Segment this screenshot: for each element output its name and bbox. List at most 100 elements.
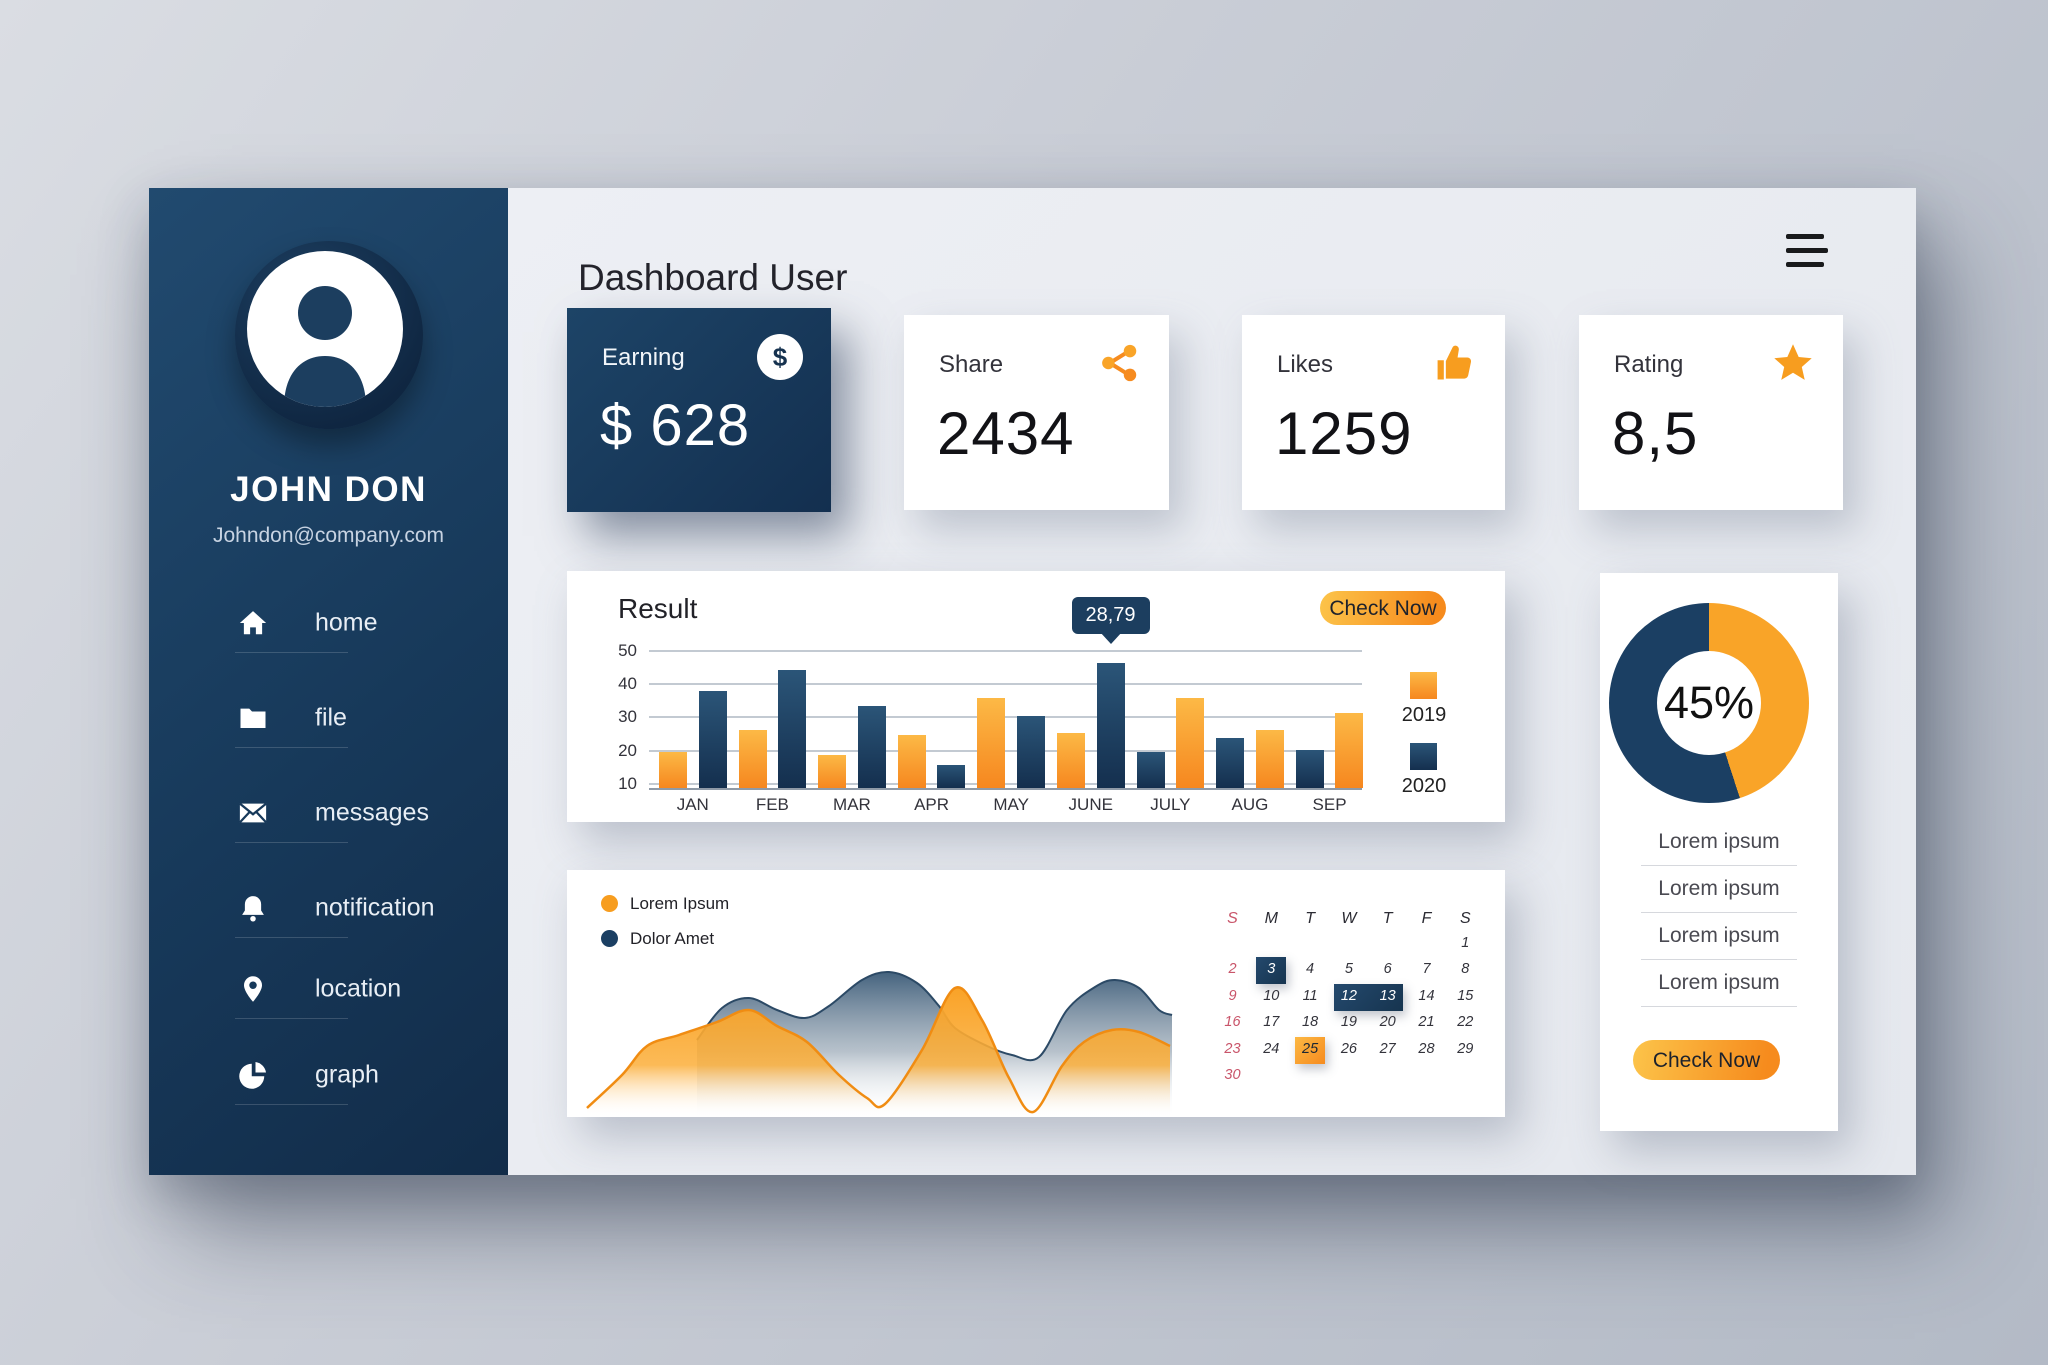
calendar-weekday-header: S <box>1227 910 1238 927</box>
calendar-day-19[interactable]: 19 <box>1340 1014 1357 1031</box>
bar-2019-feb[interactable] <box>738 729 767 788</box>
legend-label: Dolor Amet <box>630 929 715 948</box>
calendar-day-13[interactable]: 13 <box>1379 987 1396 1004</box>
sidebar-item-label: graph <box>315 1060 379 1089</box>
bar-2020-feb[interactable] <box>778 669 807 788</box>
legend-dot-navy <box>601 930 618 947</box>
calendar-day-28[interactable]: 28 <box>1418 1040 1435 1057</box>
stat-value: 1259 <box>1275 400 1413 467</box>
calendar-day-15[interactable]: 15 <box>1457 987 1474 1004</box>
sidebar-item-notification[interactable]: notification <box>149 873 508 943</box>
sidebar-item-label: location <box>315 974 402 1003</box>
dashboard-window: JOHN DON Johndon@company.com home file mes… <box>149 188 1916 1175</box>
calendar-day-4[interactable]: 4 <box>1306 961 1315 978</box>
bar-2019-sep[interactable] <box>1335 713 1364 788</box>
calendar-highlight-25 <box>1295 1036 1325 1064</box>
sidebar-item-label: notification <box>315 893 435 922</box>
month-label: MAY <box>993 795 1029 814</box>
stat-label: Likes <box>1277 351 1334 378</box>
list-divider <box>1641 865 1797 866</box>
check-now-button[interactable]: Check Now <box>1320 591 1446 625</box>
calendar-day-21[interactable]: 21 <box>1418 1014 1435 1031</box>
calendar-day-27[interactable]: 27 <box>1379 1040 1396 1057</box>
hamburger-menu-icon[interactable] <box>1786 234 1828 276</box>
avatar[interactable] <box>234 241 423 429</box>
gridline <box>649 783 1362 786</box>
sidebar-divider <box>235 842 348 843</box>
calendar-day-30[interactable]: 30 <box>1224 1067 1241 1083</box>
bar-2019-june[interactable] <box>1057 733 1085 788</box>
gridline <box>649 649 1362 652</box>
bar-2019-mar[interactable] <box>818 754 847 788</box>
calendar-day-1[interactable]: 1 <box>1461 935 1470 951</box>
calendar-day-9[interactable]: 9 <box>1228 987 1237 1004</box>
calendar-day-16[interactable]: 16 <box>1224 1014 1241 1031</box>
legend-swatch-2020 <box>1410 743 1437 770</box>
calendar-day-11[interactable]: 11 <box>1302 987 1318 1004</box>
bar-2020-sep[interactable] <box>1295 749 1324 788</box>
calendar-day-5[interactable]: 5 <box>1344 961 1353 978</box>
sidebar-item-location[interactable]: location <box>149 954 508 1024</box>
stat-card-likes[interactable]: Likes 1259 <box>1242 315 1505 510</box>
calendar-day-10[interactable]: 10 <box>1263 987 1280 1004</box>
calendar-day-12[interactable]: 12 <box>1340 987 1357 1004</box>
calendar-highlight-3 <box>1256 957 1287 985</box>
calendar-day-7[interactable]: 7 <box>1422 961 1431 978</box>
legend-dot-orange <box>601 895 618 912</box>
calendar-weekday-header: W <box>1341 910 1357 927</box>
user-name: JOHN DON <box>230 470 427 509</box>
calendar-day-14[interactable]: 14 <box>1418 987 1435 1004</box>
bar-2019-aug[interactable] <box>1255 729 1284 788</box>
sidebar-item-label: messages <box>315 798 429 827</box>
dollar-icon: $ <box>757 334 803 380</box>
calendar-day-17[interactable]: 17 <box>1263 1014 1280 1031</box>
bar-2019-july[interactable] <box>1176 698 1205 788</box>
list-item[interactable]: Lorem ipsum <box>1658 877 1780 900</box>
stat-card-share[interactable]: Share 2434 <box>904 315 1169 510</box>
gridline <box>649 716 1362 719</box>
bar-2019-apr[interactable] <box>897 734 926 788</box>
calendar-day-22[interactable]: 22 <box>1457 1014 1474 1031</box>
month-label: JUNE <box>1068 795 1113 814</box>
calendar-day-2[interactable]: 2 <box>1228 961 1237 978</box>
sidebar-menu: home file messages notification location grap… <box>149 188 508 1175</box>
list-item[interactable]: Lorem ipsum <box>1658 830 1780 853</box>
bar-2020-july[interactable] <box>1136 751 1165 788</box>
month-label: FEB <box>755 795 789 814</box>
calendar-day-24[interactable]: 24 <box>1263 1040 1280 1057</box>
calendar-day-3[interactable]: 3 <box>1267 961 1276 978</box>
calendar-day-8[interactable]: 8 <box>1461 961 1470 978</box>
check-now-button-2[interactable]: Check Now <box>1633 1040 1780 1080</box>
graph-icon <box>238 1060 268 1090</box>
stat-card-rating[interactable]: Rating 8,5 <box>1579 315 1843 510</box>
calendar-day-29[interactable]: 29 <box>1457 1040 1474 1057</box>
bar-2019-jan[interactable] <box>659 751 687 788</box>
y-axis-label: 10 <box>618 774 637 794</box>
bar-2020-apr[interactable] <box>937 764 966 788</box>
bar-2020-may[interactable] <box>1016 716 1045 788</box>
calendar-day-6[interactable]: 6 <box>1383 961 1392 978</box>
calendar-day-18[interactable]: 18 <box>1302 1014 1319 1031</box>
calendar-day-26[interactable]: 26 <box>1340 1040 1357 1057</box>
sidebar-item-home[interactable]: home <box>149 588 508 658</box>
list-item[interactable]: Lorem ipsum <box>1658 971 1780 994</box>
main-area: Dashboard User Earning $ $ 628 Share 2434 Lik… <box>508 188 1916 1175</box>
bar-2019-may[interactable] <box>977 698 1006 788</box>
calendar-day-20[interactable]: 20 <box>1379 1014 1396 1031</box>
sidebar-item-file[interactable]: file <box>149 683 508 753</box>
bar-2020-jan[interactable] <box>698 691 727 788</box>
y-axis-label: 50 <box>618 640 637 660</box>
bar-2020-june[interactable] <box>1096 662 1125 788</box>
bar-2020-aug[interactable] <box>1216 738 1245 788</box>
list-item[interactable]: Lorem ipsum <box>1658 924 1780 947</box>
calendar-weekday-header: F <box>1421 910 1432 927</box>
sidebar-divider <box>235 747 348 748</box>
sidebar-item-graph[interactable]: graph <box>149 1040 508 1110</box>
sidebar-item-messages[interactable]: messages <box>149 778 508 848</box>
area-chart-card: Lorem Ipsum Dolor Amet S M T W T F S 1 2 3 4 5 6 7 8 9 10… <box>567 870 1505 1117</box>
stat-card-earning[interactable]: Earning $ $ 628 <box>567 308 831 512</box>
bar-2020-mar[interactable] <box>857 706 886 788</box>
calendar-day-25[interactable]: 25 <box>1302 1040 1319 1057</box>
calendar-day-23[interactable]: 23 <box>1224 1040 1241 1057</box>
y-axis-label: 20 <box>618 740 637 760</box>
